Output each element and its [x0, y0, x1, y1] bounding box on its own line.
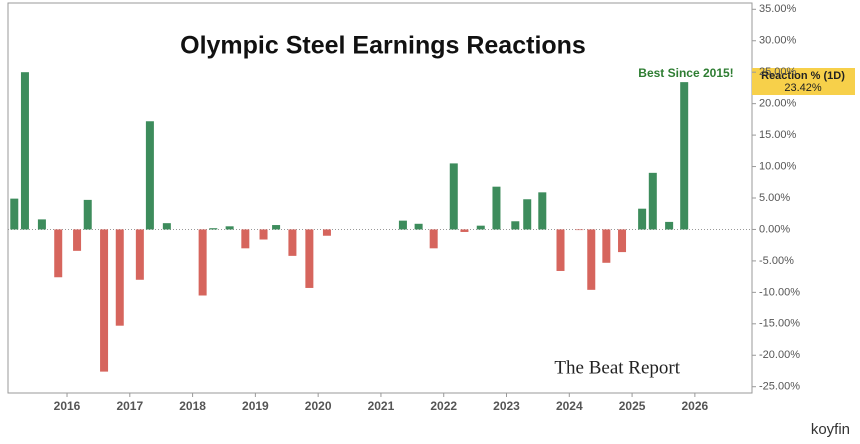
- bar: [73, 229, 82, 251]
- y-tick-label: 35.00%: [759, 3, 797, 15]
- bar: [429, 229, 438, 249]
- bar: [225, 226, 234, 230]
- legend-label: Reaction % (1D): [761, 70, 845, 82]
- plot-frame: [7, 2, 753, 394]
- y-tick-label: 5.00%: [759, 192, 790, 204]
- bar: [54, 229, 63, 278]
- bar: [100, 229, 109, 372]
- bar: [398, 220, 407, 230]
- bar: [162, 223, 171, 230]
- bar: [305, 229, 314, 288]
- bar: [414, 223, 423, 230]
- annotation: Best Since 2015!: [638, 66, 733, 80]
- value-label-box: [752, 68, 855, 95]
- bar: [511, 221, 520, 230]
- bar: [83, 199, 92, 230]
- x-tick-label: 2026: [682, 399, 709, 413]
- bar: [115, 229, 124, 326]
- x-tick-label: 2021: [368, 399, 395, 413]
- bar: [460, 229, 469, 232]
- y-tick-label: 30.00%: [759, 35, 797, 47]
- bar: [648, 172, 657, 230]
- bar: [449, 163, 458, 230]
- y-tick-label: 0.00%: [759, 223, 790, 235]
- bar: [145, 121, 154, 230]
- y-tick-label: -5.00%: [759, 255, 794, 267]
- x-tick-label: 2023: [493, 399, 520, 413]
- bar: [20, 72, 29, 230]
- y-tick-label: 20.00%: [759, 98, 797, 110]
- bar: [538, 192, 547, 230]
- bar: [209, 228, 218, 230]
- bar: [556, 229, 565, 271]
- chart-title: Olympic Steel Earnings Reactions: [180, 32, 586, 60]
- x-tick-label: 2017: [116, 399, 143, 413]
- x-tick-label: 2022: [430, 399, 457, 413]
- bar: [492, 186, 501, 230]
- bar: [272, 225, 281, 230]
- y-tick-label: -15.00%: [759, 318, 800, 330]
- logo: The Beat Report: [554, 357, 680, 378]
- y-tick-label: 15.00%: [759, 129, 797, 141]
- y-tick-label: -20.00%: [759, 349, 800, 361]
- bar: [587, 229, 596, 290]
- bar: [198, 229, 207, 296]
- y-tick-label: -25.00%: [759, 381, 800, 393]
- bar: [575, 229, 584, 231]
- bar: [680, 82, 689, 230]
- bar: [241, 229, 250, 249]
- y-tick-label: 25.00%: [759, 66, 797, 78]
- bar: [259, 229, 268, 240]
- bar: [322, 229, 331, 236]
- x-tick-label: 2019: [242, 399, 269, 413]
- x-tick-label: 2024: [556, 399, 583, 413]
- y-tick-label: -10.00%: [759, 286, 800, 298]
- bar: [523, 199, 532, 230]
- brand: koyfin: [811, 421, 850, 438]
- x-tick-label: 2025: [619, 399, 646, 413]
- x-tick-label: 2018: [179, 399, 206, 413]
- bar: [476, 225, 485, 230]
- bar: [288, 229, 297, 256]
- bar: [10, 198, 19, 230]
- bar: [618, 229, 627, 253]
- bar: [135, 229, 144, 280]
- bar: [638, 208, 647, 230]
- bar: [665, 221, 674, 230]
- y-tick-label: 10.00%: [759, 160, 797, 172]
- x-tick-label: 2020: [305, 399, 332, 413]
- value-label: 23.42%: [784, 82, 822, 94]
- bar: [602, 229, 611, 263]
- x-tick-label: 2016: [54, 399, 81, 413]
- bar: [37, 219, 46, 230]
